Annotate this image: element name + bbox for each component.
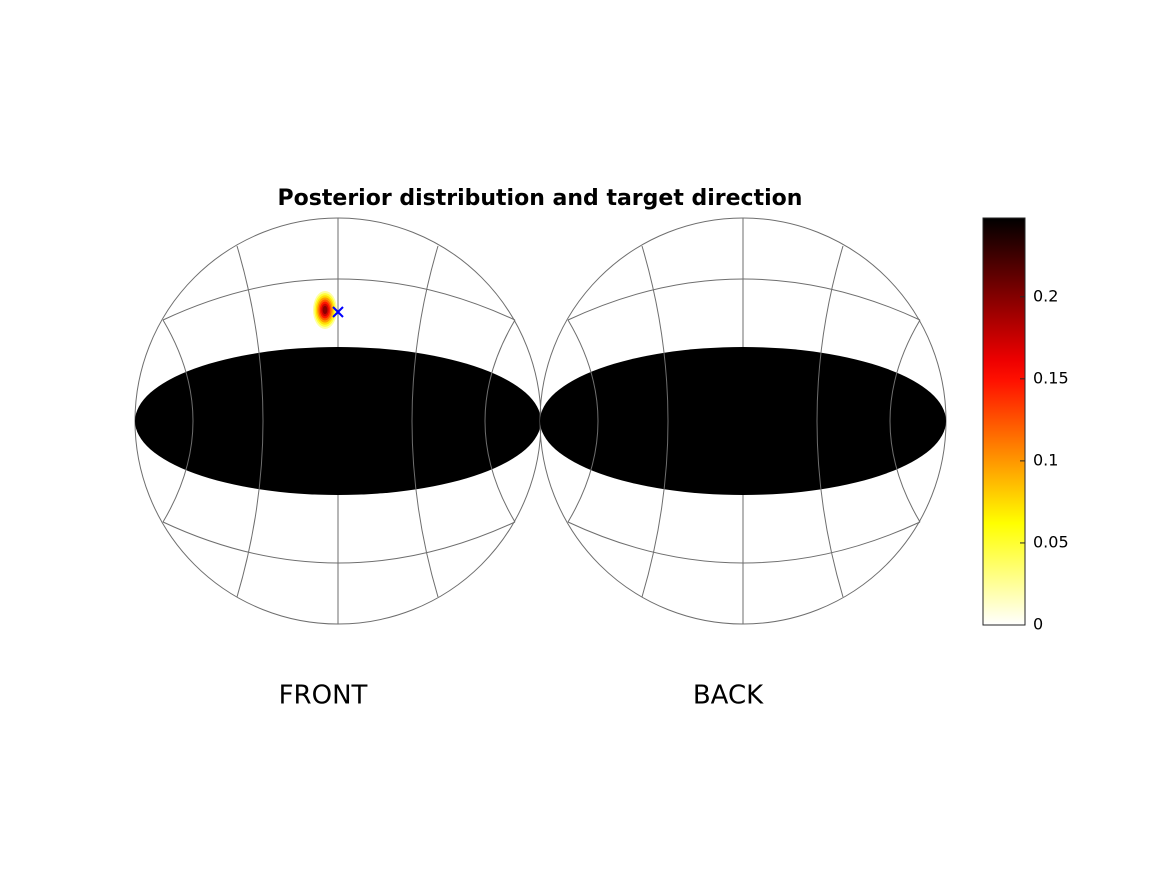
blob-level: [322, 305, 328, 315]
colorbar-tick-label: 0.2: [1033, 286, 1058, 305]
grid-line: [540, 347, 946, 495]
panel-label: BACK: [693, 681, 764, 711]
grid-line: [236, 245, 264, 598]
target-marker: [332, 306, 344, 318]
colorbar: [982, 217, 1026, 626]
grid-line: [816, 245, 844, 598]
panel-label: FRONT: [279, 681, 368, 711]
colorbar-tick-label: 0: [1033, 615, 1043, 634]
colorbar-tick-label: 0.05: [1033, 532, 1069, 551]
grid-line: [162, 278, 516, 321]
target-stroke: [332, 306, 344, 318]
colorbar-tick-label: 0.15: [1033, 368, 1069, 387]
grid-line: [889, 319, 921, 523]
sphere-grids: [134, 217, 947, 625]
grid-line: [567, 319, 599, 523]
sphere-grid: [539, 217, 947, 625]
colorbar-tick-label: 0.1: [1033, 450, 1058, 469]
chart-title: Posterior distribution and target direct…: [278, 186, 803, 211]
grid-line: [135, 347, 541, 495]
grid-line: [567, 278, 921, 321]
grid-line: [162, 319, 194, 523]
grid-line: [411, 245, 439, 598]
posterior-blob: [313, 290, 338, 329]
grid-line: [567, 521, 921, 564]
grid-line: [641, 245, 669, 598]
grid-line: [162, 521, 516, 564]
grid-line: [484, 319, 516, 523]
sphere-grid: [134, 217, 542, 625]
